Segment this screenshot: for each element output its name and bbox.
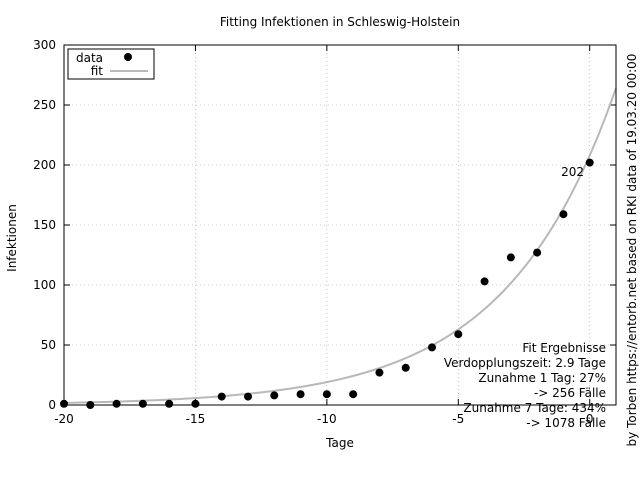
x-tick-label: -10: [317, 412, 337, 426]
fit-results-line: Zunahme 7 Tage: 434%: [463, 401, 606, 415]
y-tick-label: 50: [41, 338, 56, 352]
fit-curve: [63, 87, 617, 404]
fit-results-line: Zunahme 1 Tag: 27%: [478, 371, 606, 385]
data-point: [191, 399, 200, 408]
plot-frame: [63, 44, 617, 406]
x-tick-label: -5: [452, 412, 464, 426]
data-point: [559, 210, 568, 219]
y-axis-label: Infektionen: [5, 204, 19, 272]
data-point: [322, 390, 331, 399]
fit-results-line: Verdopplungszeit: 2.9 Tage: [444, 356, 606, 370]
x-axis-label: Tage: [325, 436, 354, 450]
grid: [64, 45, 616, 405]
x-tick-label: -20: [54, 412, 74, 426]
side-credit-label: by Torben https://entorb.net based on RK…: [625, 54, 639, 447]
data-point: [585, 158, 594, 167]
fit-curve-layer: [63, 87, 617, 404]
x-tick-label: -15: [186, 412, 206, 426]
y-tick-label: 100: [33, 278, 56, 292]
legend-box: [67, 48, 155, 80]
data-point: [533, 248, 542, 257]
point-value-label: 202: [561, 165, 584, 179]
x-tick-label: 0: [586, 412, 594, 426]
data-point: [217, 392, 226, 401]
y-tick-label: 200: [33, 158, 56, 172]
data-point: [296, 390, 305, 399]
fit-results-line: Fit Ergebnisse: [522, 341, 606, 355]
fit-results-line: -> 256 Fälle: [534, 386, 606, 400]
y-tick-label: 150: [33, 218, 56, 232]
data-point: [165, 399, 174, 408]
data-point: [506, 253, 515, 262]
legend-label-fit: fit: [91, 64, 104, 78]
data-points-layer: [60, 158, 594, 409]
data-point: [454, 330, 463, 339]
legend: data fit: [67, 48, 155, 80]
y-tick-label: 250: [33, 98, 56, 112]
data-point: [428, 343, 436, 352]
data-point: [401, 363, 410, 372]
data-point: [244, 392, 252, 401]
legend-label-data: data: [76, 51, 103, 65]
data-point: [270, 391, 279, 400]
data-point: [112, 399, 121, 408]
fit-results-line: -> 1078 Fälle: [526, 416, 606, 430]
y-tick-label: 0: [48, 398, 56, 412]
data-point: [480, 277, 489, 286]
data-point: [349, 390, 358, 399]
fit-results: Fit Ergebnisse Verdopplungszeit: 2.9 Tag…: [444, 341, 606, 430]
chart-title: Fitting Infektionen in Schleswig-Holstei…: [220, 15, 460, 29]
data-point: [375, 368, 384, 377]
legend-marker-data: [124, 53, 132, 61]
data-point: [138, 399, 147, 408]
y-tick-label: 300: [33, 38, 56, 52]
